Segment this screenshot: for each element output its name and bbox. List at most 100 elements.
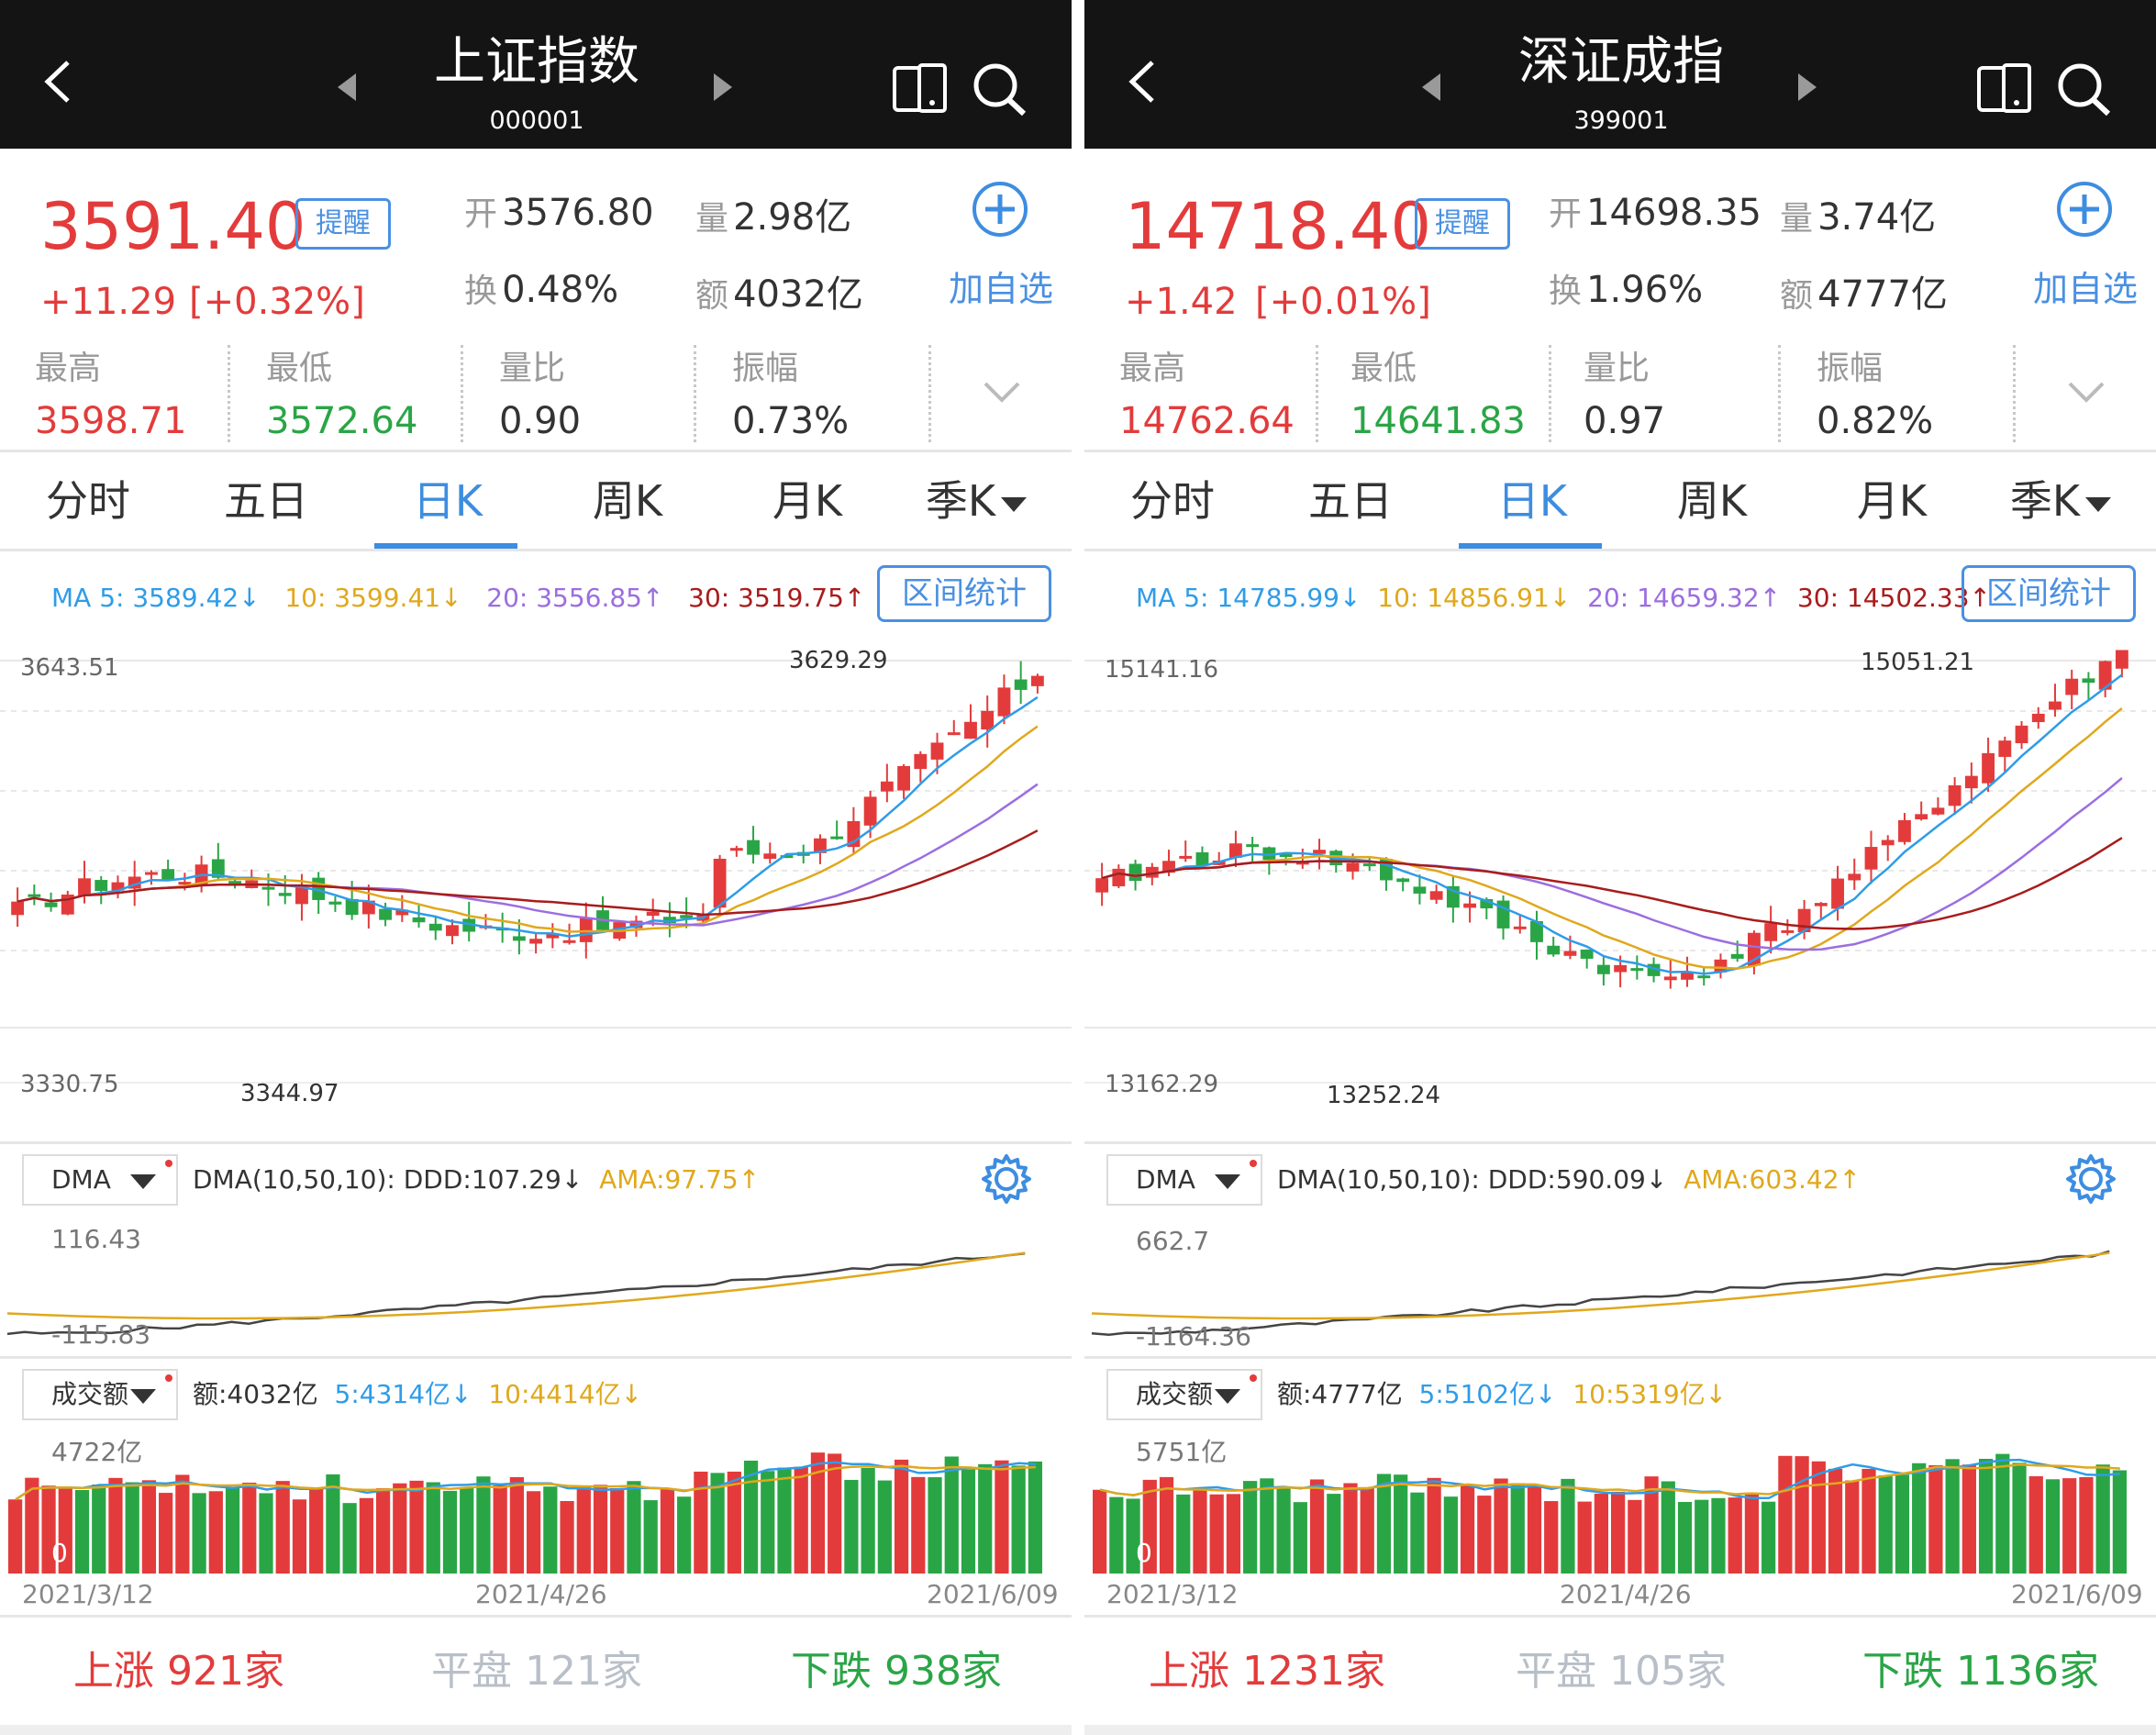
add-watchlist-button[interactable]: 加自选 xyxy=(949,269,1054,309)
tab-daily-k[interactable]: 日K xyxy=(1496,476,1568,526)
tab-quarterly-k[interactable]: 季K xyxy=(912,473,1040,528)
device-switch-icon[interactable] xyxy=(892,62,949,114)
index-panel-shanghai: 上证指数 000001 3591.40 提醒 +11.29 [+0.32%] 开… xyxy=(0,0,1072,1735)
candle-body xyxy=(713,858,727,908)
tab-intraday[interactable]: 分时 xyxy=(46,476,130,526)
ma20-value: 20: 3556.85 xyxy=(486,583,642,613)
volume-legend: 额:4777亿 5:5102亿↓ 10:5319亿↓ xyxy=(1277,1376,1727,1413)
range-stats-button[interactable]: 区间统计 xyxy=(1962,565,2136,622)
open-label: 开 xyxy=(1549,195,1583,233)
flat-value: 121家 xyxy=(525,1648,642,1695)
tab-intraday[interactable]: 分时 xyxy=(1130,476,1215,526)
volume-bar xyxy=(8,1499,23,1574)
device-switch-icon[interactable] xyxy=(1976,62,2033,114)
divider xyxy=(228,345,230,442)
search-icon[interactable] xyxy=(2055,61,2114,117)
flat-label: 平盘 xyxy=(1516,1648,1596,1695)
volume-ma10-value: 10:5319亿 xyxy=(1573,1379,1706,1409)
candlestick-chart[interactable] xyxy=(0,633,1072,1129)
tab-quarterly-k-label: 季K xyxy=(2009,476,2081,526)
candlestick-chart[interactable] xyxy=(1084,633,2156,1129)
amplitude-value: 0.82% xyxy=(1817,400,1934,442)
volume-bar xyxy=(393,1483,407,1574)
tab-weekly-k[interactable]: 周K xyxy=(1676,476,1748,526)
candle-body xyxy=(562,940,576,943)
dma-ama-line xyxy=(6,1251,1026,1320)
volume-bar xyxy=(1845,1480,1860,1574)
volume-bar xyxy=(1360,1487,1374,1574)
volume-bar xyxy=(1811,1461,1826,1574)
tab-weekly-k[interactable]: 周K xyxy=(592,476,663,526)
volume-bar xyxy=(877,1480,892,1574)
candle-body xyxy=(1179,855,1193,859)
gear-icon[interactable] xyxy=(2064,1152,2117,1206)
vol-ratio-label: 量比 xyxy=(1584,350,1650,387)
tab-quarterly-k[interactable]: 季K xyxy=(1996,473,2125,528)
volume-value: 3.74亿 xyxy=(1817,196,1937,239)
divider xyxy=(0,1615,1072,1618)
dma-ddd-arrow: ↓ xyxy=(561,1164,583,1195)
candle-body xyxy=(1714,959,1728,973)
volume-bar xyxy=(141,1480,157,1574)
axis-bottom-label: 3330.75 xyxy=(20,1071,119,1098)
divider xyxy=(694,345,696,442)
candle-body xyxy=(2049,701,2062,710)
volume-bar xyxy=(2095,1464,2110,1574)
high-label: 最高 xyxy=(35,350,102,387)
triangle-left-icon[interactable] xyxy=(1422,73,1440,101)
fall-label: 下跌 xyxy=(791,1648,872,1695)
tab-monthly-k[interactable]: 月K xyxy=(1856,476,1928,526)
volume-bar xyxy=(810,1452,826,1574)
dma-selector[interactable]: DMA xyxy=(22,1154,178,1206)
ma10-arrow: ↓ xyxy=(440,583,462,613)
volume-bar xyxy=(1628,1499,1642,1574)
candle-body xyxy=(295,886,308,905)
volume-bar xyxy=(1193,1490,1207,1574)
volume-selector[interactable]: 成交额 xyxy=(22,1369,178,1420)
chevron-left-icon[interactable] xyxy=(1119,57,1169,106)
search-icon[interactable] xyxy=(971,61,1029,117)
volume-bar xyxy=(743,1460,759,1574)
add-watchlist-button[interactable]: 加自选 xyxy=(2033,269,2139,309)
rise-label: 上涨 xyxy=(1149,1648,1229,1695)
tab-daily-k[interactable]: 日K xyxy=(412,476,483,526)
index-name: 深证成指 xyxy=(1518,32,1724,92)
plus-circle-icon[interactable] xyxy=(2055,180,2114,239)
alert-button[interactable]: 提醒 xyxy=(295,198,391,250)
volume-ma10-arrow: ↓ xyxy=(1705,1379,1728,1409)
candle-body xyxy=(211,859,225,878)
candle-body xyxy=(2065,678,2079,695)
volume-bar xyxy=(1260,1478,1274,1574)
chevron-left-icon[interactable] xyxy=(35,57,84,106)
candle-body xyxy=(1563,951,1577,956)
plus-circle-icon[interactable] xyxy=(971,180,1029,239)
range-stats-button[interactable]: 区间统计 xyxy=(877,565,1051,622)
bottom-strip xyxy=(1084,1725,2156,1735)
chevron-down-icon[interactable] xyxy=(982,378,1022,406)
candle-body xyxy=(1814,903,1828,906)
index-code: 000001 xyxy=(489,106,584,135)
candle-body xyxy=(144,872,158,875)
candle-body xyxy=(2082,678,2095,684)
volume-bar xyxy=(1427,1477,1441,1574)
chevron-down-icon[interactable] xyxy=(2066,378,2106,406)
dma-selector[interactable]: DMA xyxy=(1106,1154,1262,1206)
turnover-label: 换 xyxy=(464,272,498,310)
triangle-right-icon[interactable] xyxy=(714,73,732,101)
gear-icon[interactable] xyxy=(980,1152,1033,1206)
date-end: 2021/6/09 xyxy=(2011,1579,2143,1609)
alert-button[interactable]: 提醒 xyxy=(1415,198,1510,250)
volume-ma5-arrow: ↓ xyxy=(1535,1379,1557,1409)
dma-selector-label: DMA xyxy=(1136,1164,1195,1195)
tab-five-day[interactable]: 五日 xyxy=(224,476,308,526)
volume-selector[interactable]: 成交额 xyxy=(1106,1369,1262,1420)
triangle-left-icon[interactable] xyxy=(338,73,356,101)
dma-ama-value: AMA:603.42 xyxy=(1684,1164,1839,1195)
turnover-stat: 换 0.48% xyxy=(464,264,618,312)
tab-monthly-k[interactable]: 月K xyxy=(772,476,843,526)
volume-bar xyxy=(1109,1496,1124,1574)
triangle-right-icon[interactable] xyxy=(1798,73,1817,101)
tab-five-day[interactable]: 五日 xyxy=(1308,476,1393,526)
candle-body xyxy=(1246,844,1260,848)
min-price-label: 13252.24 xyxy=(1327,1082,1441,1109)
